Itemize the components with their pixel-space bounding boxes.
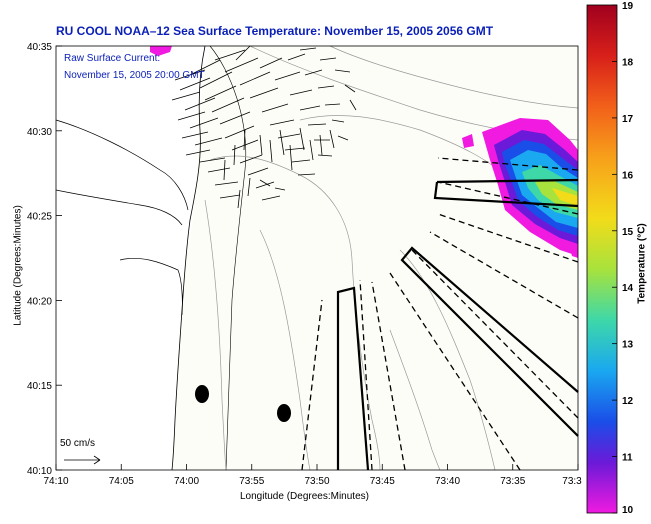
x-tick-label: 73:40 [435, 476, 460, 487]
sst-warm-patch [150, 46, 578, 258]
colorbar-tick-label: 10 [622, 505, 634, 516]
y-tick-label: 40:35 [27, 42, 52, 53]
shipping-lanes-dashed [301, 157, 579, 471]
x-tick-label: 73:50 [304, 476, 329, 487]
dump-site-outlines [336, 178, 579, 471]
current-vectors [64, 45, 357, 465]
vector-scale-label: 50 cm/s [60, 438, 96, 449]
colorbar-tick-label: 12 [622, 396, 634, 407]
y-tick-label: 40:10 [27, 466, 52, 477]
colorbar-tick-label: 14 [622, 283, 634, 294]
marker-dot [277, 404, 291, 422]
x-tick-label: 73:55 [239, 476, 264, 487]
colorbar-tick-label: 11 [622, 453, 633, 464]
x-tick-label: 73:35 [500, 476, 525, 487]
colorbar-tick-label: 19 [622, 1, 634, 12]
coastline [171, 45, 206, 471]
y-tick-labels: 40:35 40:30 40:25 40:20 40:15 40:10 [27, 42, 62, 477]
current-label-line1: Raw Surface Current: [64, 53, 161, 64]
x-tick-label: 73:3 [562, 476, 582, 487]
map-title: RU COOL NOAA–12 Sea Surface Temperature:… [56, 24, 494, 38]
colorbar [586, 4, 618, 514]
x-tick-label: 74:10 [43, 476, 68, 487]
y-axis-label: Latitude (Degrees:Minutes) [12, 205, 24, 326]
y-tick-label: 40:25 [27, 212, 52, 223]
x-tick-labels: 74:10 74:05 74:00 73:55 73:50 73:45 73:40 73:35… [43, 464, 582, 487]
colorbar-tick-label: 16 [622, 170, 634, 181]
colorbar-tick-label: 15 [622, 227, 634, 238]
y-tick-label: 40:15 [27, 381, 52, 392]
y-tick-label: 40:20 [27, 296, 52, 307]
colorbar-tick-label: 18 [622, 57, 634, 68]
colorbar-tick-label: 17 [622, 114, 634, 125]
coastline-inner [55, 119, 189, 316]
x-tick-label: 74:00 [174, 476, 199, 487]
shoal-contour [209, 45, 247, 471]
x-tick-label: 73:45 [370, 476, 395, 487]
marker-dot [195, 385, 209, 403]
colorbar-tick-labels: 19 18 17 16 15 14 13 12 11 10 [612, 1, 634, 516]
current-label-line2: November 15, 2005 20:00 GMT [64, 70, 205, 81]
x-axis-label: Longitude (Degrees:Minutes) [240, 491, 369, 502]
y-tick-label: 40:30 [27, 127, 52, 138]
colorbar-label: Temperature (°C) [636, 223, 648, 304]
x-tick-label: 74:05 [109, 476, 134, 487]
colorbar-tick-label: 13 [622, 340, 634, 351]
